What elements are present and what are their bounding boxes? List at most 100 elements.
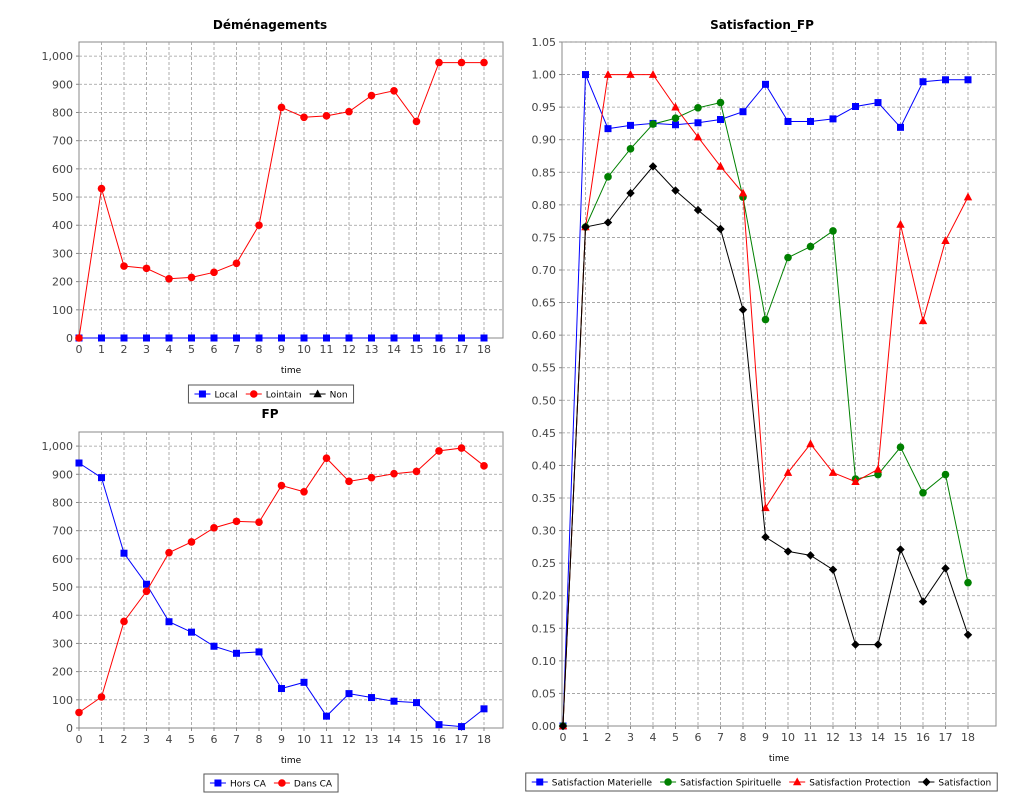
x-tick-label: 8: [256, 343, 263, 356]
data-point: [97, 693, 106, 701]
x-tick-label: 10: [297, 733, 311, 746]
data-point: [672, 121, 679, 129]
x-axis-ticks: 0 1 2 3 4 5 6 7 8 9 10 11 12 13 14 15 16 17 18: [76, 338, 491, 356]
x-tick-label: 18: [477, 343, 491, 356]
legend-label: Dans CA: [294, 780, 333, 790]
data-point: [626, 145, 635, 153]
x-tick-label: 15: [410, 733, 424, 746]
data-point: [716, 224, 725, 234]
y-tick-label: 100: [52, 694, 73, 707]
x-tick-label: 7: [233, 733, 240, 746]
data-point: [941, 236, 950, 244]
data-point: [323, 334, 330, 342]
data-point: [165, 275, 173, 283]
legend-box: [187, 384, 355, 404]
data-point: [233, 649, 240, 657]
data-point: [761, 503, 770, 512]
data-point: [322, 454, 331, 463]
y-tick-label: 400: [52, 609, 73, 622]
data-point: [604, 125, 612, 133]
x-tick-label: 5: [188, 343, 195, 356]
data-point: [412, 467, 421, 476]
y-tick-label: 0.95: [532, 101, 557, 114]
y-tick-label: 1,000: [42, 50, 74, 63]
y-tick-label: 0.00: [532, 720, 557, 733]
data-point: [165, 334, 173, 342]
data-point: [941, 470, 950, 479]
x-tick-label: 3: [143, 343, 150, 356]
y-tick-label: 0.05: [532, 687, 557, 700]
x-axis-label: time: [281, 756, 302, 766]
data-point: [120, 334, 128, 342]
data-point: [345, 334, 353, 342]
x-tick-label: 7: [233, 343, 240, 356]
data-point: [210, 642, 218, 650]
data-point: [480, 705, 488, 713]
data-point: [480, 334, 488, 342]
series-hors-ca: [75, 459, 488, 731]
data-point: [210, 268, 218, 277]
legend-label: Lointain: [266, 391, 302, 401]
y-tick-label: 0.25: [532, 557, 557, 570]
data-point: [120, 617, 128, 626]
data-point: [693, 132, 703, 141]
data-point: [390, 697, 398, 705]
data-point: [97, 184, 106, 193]
data-point: [368, 694, 375, 702]
data-point: [232, 259, 241, 268]
data-point: [323, 712, 330, 720]
x-tick-label: 5: [188, 733, 195, 746]
x-tick-label: 4: [650, 731, 657, 744]
legend-item-satisfaction-materielle: Satisfaction Materielle: [531, 778, 653, 789]
data-point: [852, 102, 859, 110]
y-tick-label: 0.40: [532, 459, 557, 472]
legend-label: Satisfaction Protection: [809, 779, 910, 789]
x-tick-label: 16: [432, 343, 446, 356]
y-tick-label: 0.30: [532, 525, 557, 538]
data-point: [390, 469, 398, 478]
x-tick-label: 12: [826, 731, 840, 744]
data-point: [582, 71, 589, 79]
data-point: [694, 103, 702, 112]
legend-label: Satisfaction: [938, 779, 991, 789]
data-point: [413, 699, 420, 707]
x-tick-label: 6: [695, 731, 702, 744]
legend-marker: [664, 778, 672, 786]
x-tick-label: 11: [804, 731, 818, 744]
data-point: [120, 262, 128, 270]
data-point: [806, 242, 815, 251]
data-point: [963, 192, 973, 201]
x-tick-label: 0: [76, 733, 83, 746]
chart-demenagements: Déménagements 01002003004005006007008009…: [42, 18, 504, 404]
legend-marker: [792, 777, 802, 786]
data-point: [458, 723, 465, 731]
x-tick-label: 9: [278, 733, 285, 746]
data-point: [649, 120, 657, 128]
x-tick-label: 18: [961, 731, 975, 744]
x-axis-label: time: [281, 366, 302, 376]
data-point: [435, 58, 443, 67]
data-point: [873, 464, 883, 473]
data-point: [232, 517, 241, 526]
legend: Hors CA Dans CA: [203, 773, 339, 793]
data-point: [806, 439, 815, 448]
y-tick-label: 100: [52, 304, 73, 317]
data-point: [896, 545, 905, 554]
legend-item-hors-ca: Hors CA: [209, 779, 267, 790]
x-tick-label: 18: [477, 733, 491, 746]
data-point: [671, 186, 680, 195]
legend-label: Satisfaction Materielle: [552, 779, 653, 789]
chart-title: FP: [262, 407, 279, 421]
data-point: [390, 334, 398, 342]
data-point: [75, 334, 83, 342]
data-point: [558, 721, 568, 731]
data-point: [828, 565, 838, 574]
data-point: [739, 108, 747, 116]
data-point: [761, 315, 770, 324]
data-point: [457, 58, 466, 67]
data-point: [187, 273, 196, 282]
data-point: [143, 334, 150, 342]
data-point: [142, 264, 151, 273]
data-point: [964, 578, 972, 587]
